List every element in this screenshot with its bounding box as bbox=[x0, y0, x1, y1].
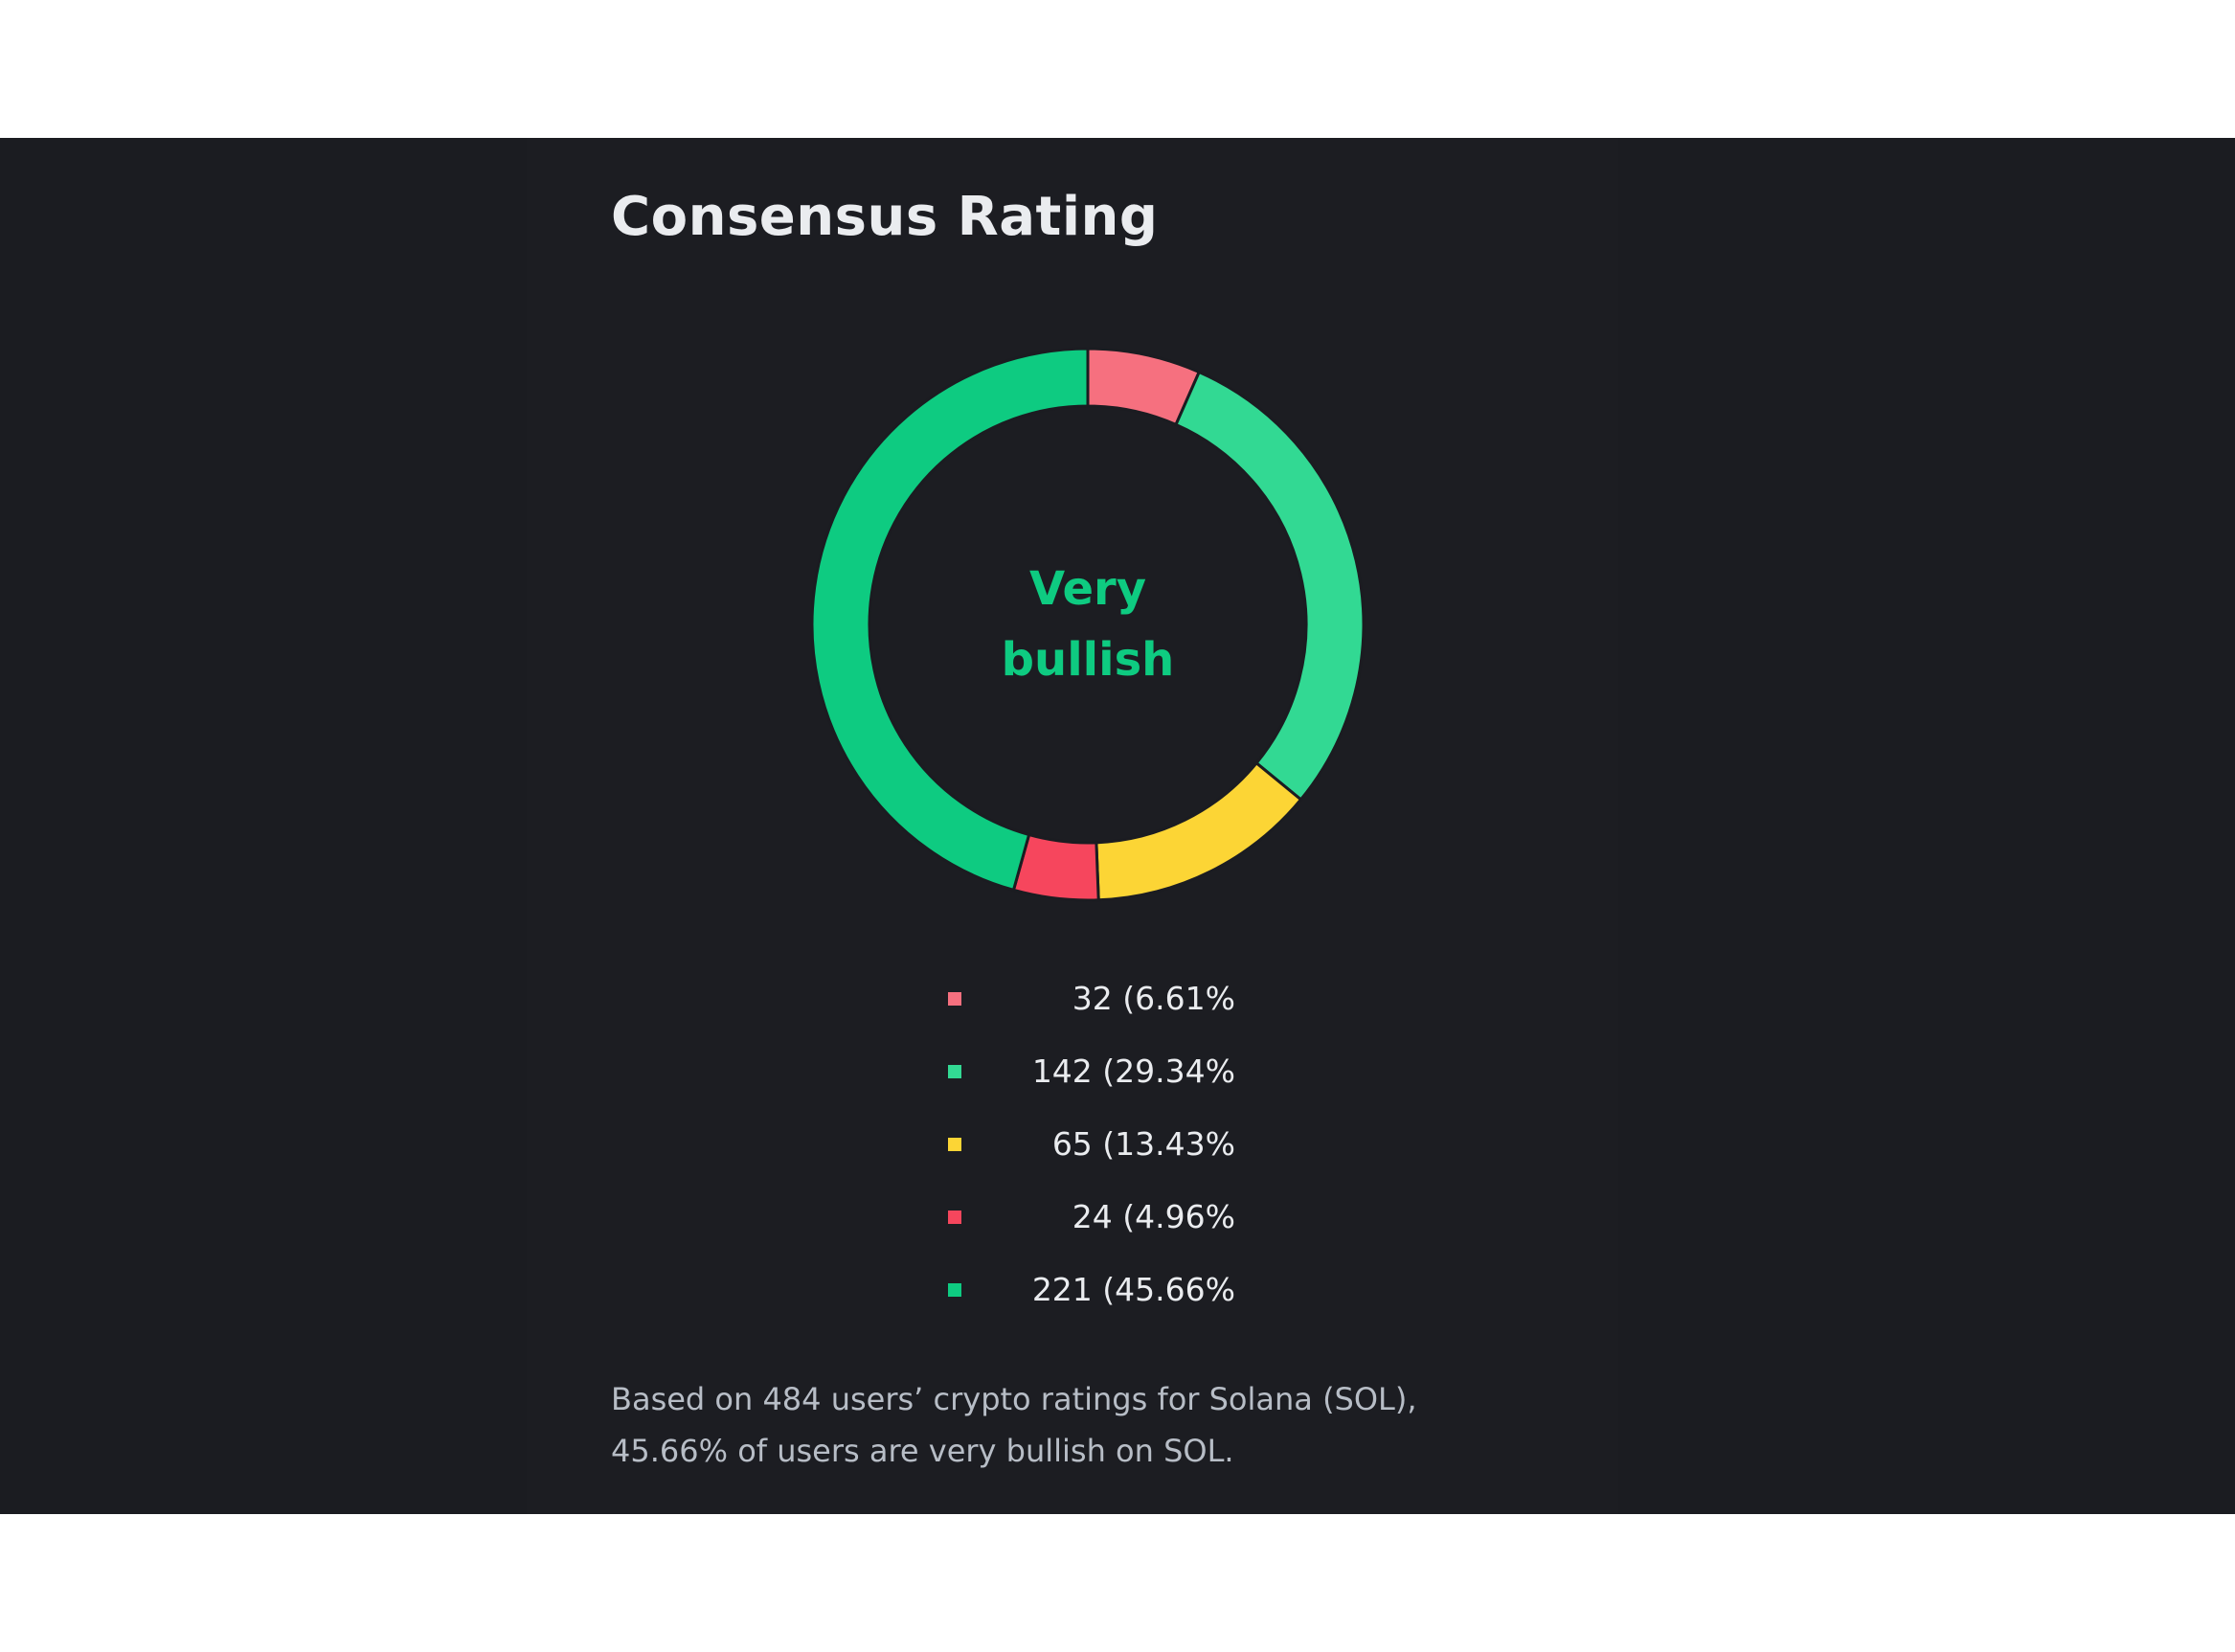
donut-slice-5[interactable] bbox=[810, 347, 1090, 893]
sentiment-label-line2: bullish bbox=[1001, 633, 1175, 687]
legend-label: 65 (13.43% bbox=[1051, 1124, 1235, 1163]
rating-summary-line2: 45.66% of users are very bullish on SOL. bbox=[611, 1433, 1234, 1469]
legend-label: 32 (6.61% bbox=[1072, 979, 1235, 1017]
donut-chart: Very bullish bbox=[801, 337, 1375, 912]
chart-legend: 32 (6.61% 142 (29.34% 65 (13.43% 24 (4.96% 2… bbox=[948, 962, 1235, 1325]
rating-summary: Based on 484 users’ crypto ratings for S… bbox=[611, 1373, 1569, 1477]
legend-item: 221 (45.66% bbox=[948, 1253, 1235, 1325]
legend-label: 24 (4.96% bbox=[1072, 1197, 1235, 1235]
legend-swatch bbox=[948, 1065, 961, 1078]
sentiment-label-line1: Very bbox=[1028, 562, 1147, 616]
consensus-panel: Consensus Rating Very bullish 32 (6.61% 1… bbox=[0, 138, 2235, 1514]
legend-swatch bbox=[948, 992, 961, 1006]
legend-item: 24 (4.96% bbox=[948, 1180, 1235, 1253]
sentiment-label: Very bullish bbox=[801, 337, 1375, 912]
rating-summary-line1: Based on 484 users’ crypto ratings for S… bbox=[611, 1381, 1417, 1417]
legend-label: 221 (45.66% bbox=[1031, 1270, 1235, 1308]
legend-swatch bbox=[948, 1283, 961, 1297]
legend-item: 142 (29.34% bbox=[948, 1034, 1235, 1107]
donut-svg bbox=[810, 347, 1366, 902]
legend-swatch bbox=[948, 1138, 961, 1151]
page-title: Consensus Rating bbox=[611, 186, 1159, 248]
legend-item: 65 (13.43% bbox=[948, 1107, 1235, 1180]
legend-item: 32 (6.61% bbox=[948, 962, 1235, 1034]
legend-label: 142 (29.34% bbox=[1031, 1052, 1235, 1090]
legend-swatch bbox=[948, 1211, 961, 1224]
